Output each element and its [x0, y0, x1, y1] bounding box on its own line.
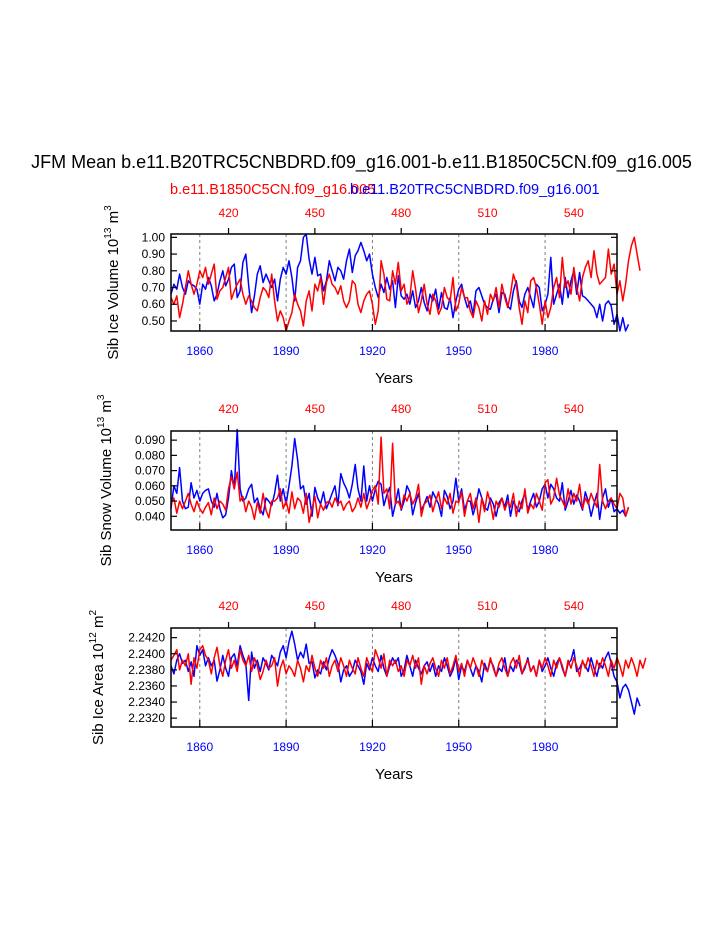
x-tick-label: 1980: [532, 740, 559, 754]
series-line-red: [170, 644, 647, 687]
top-tick-label: 450: [305, 402, 325, 416]
top-tick-label: 510: [478, 402, 498, 416]
top-tick-label: 420: [219, 599, 239, 613]
x-axis-label: Years: [375, 569, 413, 586]
chart-title: JFM Mean b.e11.B20TRC5CNBDRD.f09_g16.001…: [31, 152, 692, 172]
x-tick-label: 1950: [445, 740, 472, 754]
y-tick-label: 0.080: [135, 448, 165, 462]
plot-frame: [170, 627, 618, 728]
x-axis-label: Years: [375, 370, 413, 387]
y-tick-label: 2.2340: [128, 695, 165, 709]
y-tick-label: 0.90: [142, 247, 166, 261]
x-tick-label: 1860: [186, 543, 213, 557]
y-tick-label: 0.80: [142, 264, 166, 278]
top-tick-label: 540: [564, 206, 584, 220]
y-axis-label: Sib Ice Volume 1013 m3: [103, 205, 122, 360]
x-tick-label: 1890: [273, 543, 300, 557]
x-tick-label: 1950: [445, 344, 472, 358]
series-line-red: [170, 236, 641, 332]
series-line-red: [170, 436, 630, 524]
y-tick-label: 0.040: [135, 509, 165, 523]
x-tick-label: 1890: [273, 740, 300, 754]
plot-frame: [170, 430, 618, 531]
top-tick-label: 540: [564, 599, 584, 613]
y-tick-label: 2.2380: [128, 663, 165, 677]
top-tick-label: 450: [305, 206, 325, 220]
x-tick-label: 1980: [532, 543, 559, 557]
y-tick-label: 0.090: [135, 433, 165, 447]
legend-red-case: b.e11.B1850C5CN.f09_g16.005: [170, 182, 376, 198]
y-tick-label: 0.050: [135, 494, 165, 508]
top-tick-label: 480: [391, 206, 411, 220]
top-tick-label: 480: [391, 599, 411, 613]
series-line-blue: [170, 428, 630, 521]
x-axis-label: Years: [375, 766, 413, 783]
top-tick-label: 420: [219, 402, 239, 416]
legend-blue-case: b.e11.B20TRC5CNBDRD.f09_g16.001: [350, 182, 600, 198]
y-tick-label: 2.2360: [128, 679, 165, 693]
y-tick-label: 0.70: [142, 281, 166, 295]
x-tick-label: 1920: [359, 344, 386, 358]
top-tick-label: 540: [564, 402, 584, 416]
x-tick-label: 1950: [445, 543, 472, 557]
y-tick-label: 2.2420: [128, 631, 165, 645]
chart-panel-1: 0.50 0.60 0.70 0.80 0.90 1.00 1860 1890 1920 1950…: [103, 205, 641, 387]
x-tick-label: 1860: [186, 740, 213, 754]
y-tick-label: 0.070: [135, 464, 165, 478]
top-tick-label: 450: [305, 599, 325, 613]
x-tick-label: 1860: [186, 344, 213, 358]
top-tick-label: 510: [478, 599, 498, 613]
y-tick-label: 1.00: [142, 230, 166, 244]
y-tick-label: 2.2320: [128, 711, 165, 725]
y-axis-label: Sib Ice Area 1012 m2: [88, 610, 107, 746]
plot-frame: [170, 233, 618, 332]
x-tick-label: 1920: [359, 740, 386, 754]
x-tick-label: 1920: [359, 543, 386, 557]
x-tick-label: 1890: [273, 344, 300, 358]
top-tick-label: 480: [391, 402, 411, 416]
y-tick-label: 0.060: [135, 479, 165, 493]
top-tick-label: 510: [478, 206, 498, 220]
x-tick-label: 1980: [532, 344, 559, 358]
series-line-blue: [170, 630, 641, 715]
y-tick-label: 0.60: [142, 297, 166, 311]
series-line-blue: [170, 233, 630, 332]
y-axis-label: Sib Snow Volume 1013 m3: [96, 394, 115, 566]
y-tick-label: 2.2400: [128, 647, 165, 661]
y-tick-label: 0.50: [142, 314, 166, 328]
chart-panel-3: 2.2320 2.2340 2.2360 2.2380 2.2400 2.2420 1860…: [88, 599, 647, 783]
top-tick-label: 420: [219, 206, 239, 220]
